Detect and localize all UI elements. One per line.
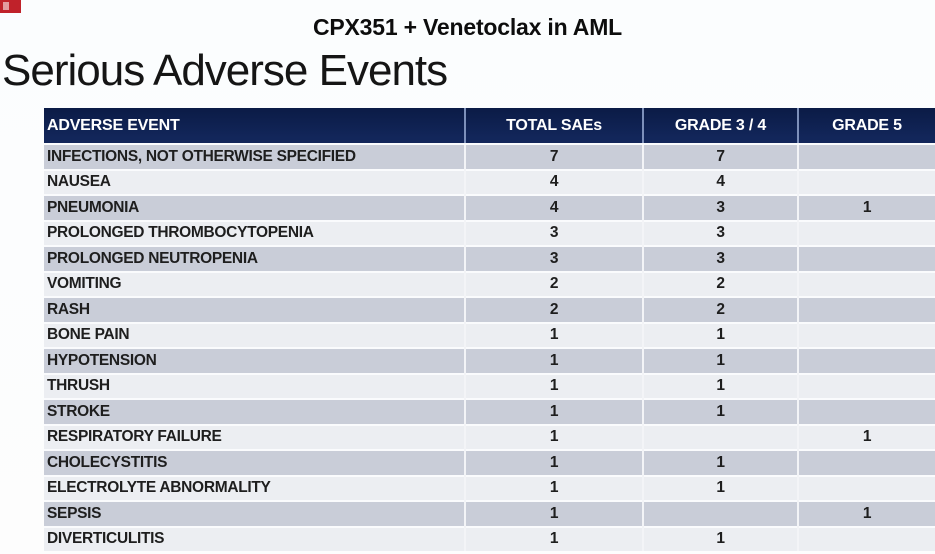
row-grade34-cell: 1 <box>642 525 798 551</box>
row-grade34-cell <box>642 423 798 450</box>
row-grade5-cell <box>797 245 935 272</box>
row-grade34-cell: 1 <box>642 398 798 425</box>
row-grade5-cell <box>797 449 935 476</box>
row-grade34-cell: 3 <box>642 245 798 272</box>
row-event-cell: CHOLECYSTITIS <box>44 449 465 476</box>
row-grade34-cell: 1 <box>642 449 798 476</box>
row-total-cell: 4 <box>464 168 643 195</box>
row-total-cell: 7 <box>464 143 643 170</box>
table-row: CHOLECYSTITIS 1 1 <box>44 449 935 476</box>
row-event-cell: BONE PAIN <box>44 321 465 348</box>
row-total-cell: 1 <box>464 347 643 374</box>
table-row: THRUSH 1 1 <box>44 372 935 399</box>
row-grade5-cell <box>797 219 935 246</box>
row-event-cell: PROLONGED THROMBOCYTOPENIA <box>44 219 465 246</box>
column-header-grade-5: GRADE 5 <box>797 108 935 145</box>
row-total-cell: 3 <box>464 245 643 272</box>
row-event-cell: PROLONGED NEUTROPENIA <box>44 245 465 272</box>
row-grade5-cell <box>797 143 935 170</box>
table-row: PNEUMONIA 4 3 1 <box>44 194 935 221</box>
page-heading: Serious Adverse Events <box>2 46 448 95</box>
column-header-grade-3-4: GRADE 3 / 4 <box>642 108 798 145</box>
row-grade34-cell: 1 <box>642 474 798 501</box>
red-corner-badge <box>0 0 21 13</box>
sae-table-body: INFECTIONS, NOT OTHERWISE SPECIFIED 7 7 NAU… <box>44 143 935 551</box>
row-total-cell: 2 <box>464 296 643 323</box>
row-total-cell: 4 <box>464 194 643 221</box>
table-row: RASH 2 2 <box>44 296 935 323</box>
row-event-cell: RASH <box>44 296 465 323</box>
row-event-cell: INFECTIONS, NOT OTHERWISE SPECIFIED <box>44 143 465 170</box>
row-grade34-cell: 3 <box>642 194 798 221</box>
row-event-cell: SEPSIS <box>44 500 465 527</box>
row-event-cell: RESPIRATORY FAILURE <box>44 423 465 450</box>
table-header-row: ADVERSE EVENT TOTAL SAEs GRADE 3 / 4 GRA… <box>44 108 935 145</box>
row-total-cell: 1 <box>464 449 643 476</box>
serious-adverse-events-table: ADVERSE EVENT TOTAL SAEs GRADE 3 / 4 GRA… <box>44 108 935 551</box>
row-event-cell: THRUSH <box>44 372 465 399</box>
row-grade5-cell <box>797 398 935 425</box>
row-total-cell: 1 <box>464 525 643 551</box>
row-grade5-cell <box>797 270 935 297</box>
table-row: DIVERTICULITIS 1 1 <box>44 525 935 551</box>
row-total-cell: 1 <box>464 372 643 399</box>
table-row: PROLONGED NEUTROPENIA 3 3 <box>44 245 935 272</box>
row-grade5-cell: 1 <box>797 500 935 527</box>
row-grade5-cell <box>797 474 935 501</box>
row-grade34-cell: 2 <box>642 296 798 323</box>
row-total-cell: 1 <box>464 423 643 450</box>
row-grade34-cell: 1 <box>642 347 798 374</box>
row-grade34-cell: 3 <box>642 219 798 246</box>
row-grade5-cell <box>797 347 935 374</box>
row-total-cell: 2 <box>464 270 643 297</box>
row-grade34-cell <box>642 500 798 527</box>
row-grade5-cell: 1 <box>797 423 935 450</box>
row-grade5-cell <box>797 525 935 551</box>
row-event-cell: ELECTROLYTE ABNORMALITY <box>44 474 465 501</box>
table-row: RESPIRATORY FAILURE 1 1 <box>44 423 935 450</box>
row-event-cell: HYPOTENSION <box>44 347 465 374</box>
row-grade5-cell <box>797 321 935 348</box>
row-grade5-cell <box>797 372 935 399</box>
row-grade34-cell: 1 <box>642 372 798 399</box>
row-total-cell: 1 <box>464 474 643 501</box>
table-row: INFECTIONS, NOT OTHERWISE SPECIFIED 7 7 <box>44 143 935 170</box>
row-grade34-cell: 7 <box>642 143 798 170</box>
row-event-cell: STROKE <box>44 398 465 425</box>
row-event-cell: VOMITING <box>44 270 465 297</box>
row-grade34-cell: 2 <box>642 270 798 297</box>
table-row: ELECTROLYTE ABNORMALITY 1 1 <box>44 474 935 501</box>
row-total-cell: 1 <box>464 398 643 425</box>
row-total-cell: 1 <box>464 321 643 348</box>
row-total-cell: 1 <box>464 500 643 527</box>
row-grade34-cell: 1 <box>642 321 798 348</box>
table-row: STROKE 1 1 <box>44 398 935 425</box>
table-row: HYPOTENSION 1 1 <box>44 347 935 374</box>
row-grade5-cell: 1 <box>797 194 935 221</box>
column-header-total-saes: TOTAL SAEs <box>464 108 643 145</box>
row-event-cell: NAUSEA <box>44 168 465 195</box>
row-grade34-cell: 4 <box>642 168 798 195</box>
table-row: SEPSIS 1 1 <box>44 500 935 527</box>
row-total-cell: 3 <box>464 219 643 246</box>
table-header: ADVERSE EVENT TOTAL SAEs GRADE 3 / 4 GRA… <box>44 108 935 145</box>
column-header-adverse-event: ADVERSE EVENT <box>44 108 465 145</box>
row-grade5-cell <box>797 168 935 195</box>
table-row: BONE PAIN 1 1 <box>44 321 935 348</box>
slide-title: CPX351 + Venetoclax in AML <box>312 14 623 40</box>
table-row: NAUSEA 4 4 <box>44 168 935 195</box>
row-event-cell: DIVERTICULITIS <box>44 525 465 551</box>
table-row: PROLONGED THROMBOCYTOPENIA 3 3 <box>44 219 935 246</box>
table-row: VOMITING 2 2 <box>44 270 935 297</box>
row-grade5-cell <box>797 296 935 323</box>
row-event-cell: PNEUMONIA <box>44 194 465 221</box>
